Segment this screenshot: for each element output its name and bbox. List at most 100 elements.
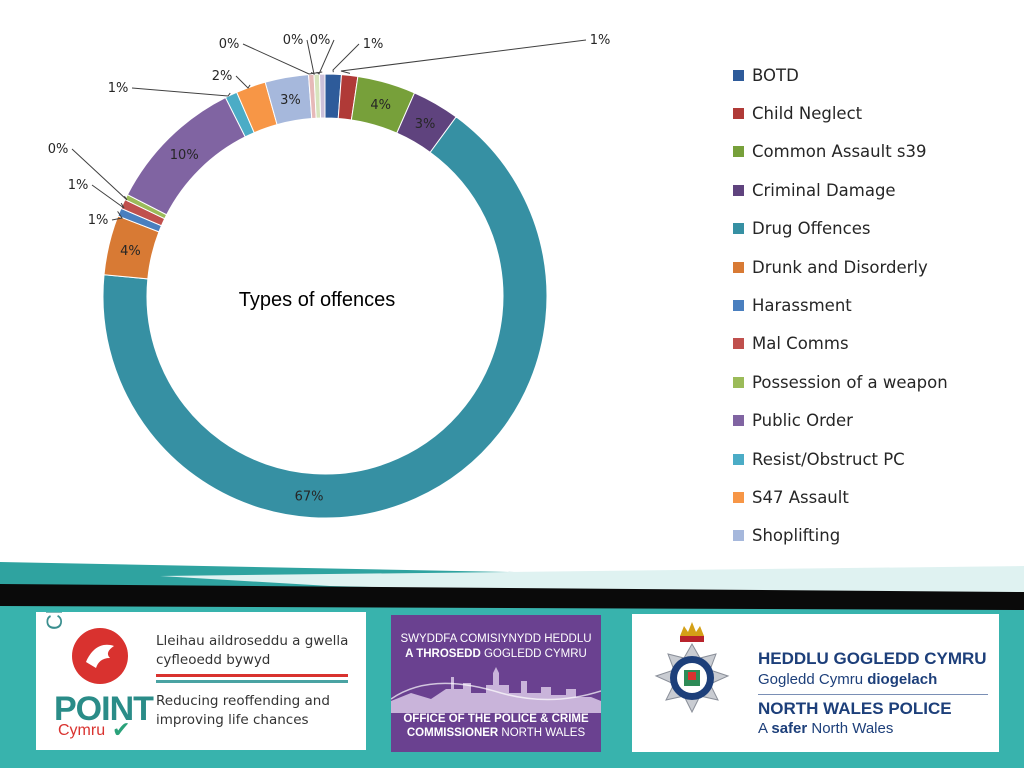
pcc-english-line2-bold: COMMISSIONER: [406, 727, 499, 739]
legend-swatch: [733, 108, 744, 120]
callout-line: [340, 39, 587, 74]
legend-label: BOTD: [752, 65, 799, 85]
police-welsh-motto-bold: diogelach: [867, 671, 938, 688]
slice-label: 67%: [295, 489, 324, 504]
legend-swatch: [733, 453, 744, 465]
doughnut-chart: 1% 1% 4% 3% 67% 4% 1% 1% 0% 10% 1% 2% 3% 0% 0% 0% Types…: [48, 33, 611, 519]
legend-item: Criminal Damage: [733, 171, 1013, 209]
legend-swatch: [733, 69, 744, 81]
slice-label: 3%: [280, 93, 301, 108]
legend-label: Criminal Damage: [752, 180, 896, 200]
slice-label: 0%: [283, 33, 304, 48]
chart-title: Types of offences: [239, 289, 395, 311]
callout-line: [131, 87, 231, 97]
police-divider: [758, 694, 988, 695]
legend-label: Mal Comms: [752, 334, 849, 354]
callout-line: [242, 43, 323, 75]
legend-label: Drug Offences: [752, 219, 871, 239]
legend-swatch: [733, 146, 744, 158]
chart-callouts: 1% 1% 4% 3% 67% 4% 1% 1% 0% 10% 1% 2% 3% 0% 0% 0%: [48, 33, 611, 504]
legend-label: Public Order: [752, 411, 853, 431]
pcc-north-wales-logo: SWYDDFA COMISIYNYDD HEDDLU A THROSEDD GO…: [391, 615, 601, 752]
police-crest-icon: [654, 622, 730, 714]
checkpoint-check-text: Check: [42, 612, 68, 630]
legend-item: Resist/Obstruct PC: [733, 440, 1013, 478]
legend-swatch: [733, 300, 744, 312]
checkpoint-emblem: [72, 628, 128, 684]
slice-other-c-: [318, 73, 326, 119]
checkpoint-cymru-text: Cymru: [58, 722, 106, 739]
slice-label: 1%: [590, 33, 611, 48]
legend-label: Common Assault s39: [752, 142, 927, 162]
checkpoint-cymru-logo: Check POINT Cymru ✔ Lleihau aildroseddu …: [36, 612, 366, 750]
legend-label: Possession of a weapon: [752, 372, 948, 392]
slice-label: 4%: [370, 98, 391, 113]
legend-item: Harassment: [733, 286, 1013, 324]
legend-swatch: [733, 223, 744, 235]
police-welsh-motto: Gogledd Cymru diogelach: [758, 671, 937, 688]
police-english-motto-plain: A: [758, 720, 772, 737]
legend-item: Public Order: [733, 402, 1013, 440]
police-welsh-name: HEDDLU GOGLEDD CYMRU: [758, 649, 987, 668]
legend-label: Drunk and Disorderly: [752, 257, 928, 277]
dragon-icon: [86, 644, 114, 668]
legend-swatch: [733, 491, 744, 503]
divider-red: [156, 674, 348, 677]
police-english-motto: A safer North Wales: [758, 720, 893, 737]
pcc-english-line1: OFFICE OF THE POLICE & CRIME: [403, 713, 589, 725]
police-welsh-motto-plain: Gogledd Cymru: [758, 671, 868, 688]
north-wales-police-logo: HEDDLU GOGLEDD CYMRU Gogledd Cymru dioge…: [632, 614, 999, 752]
callout-line: [71, 148, 128, 201]
slice-label: 0%: [48, 142, 69, 157]
pcc-english-line2: COMMISSIONER NORTH WALES: [391, 727, 601, 739]
legend-item: BOTD: [733, 56, 1013, 94]
callout-line: [235, 75, 251, 89]
legend-swatch: [733, 338, 744, 350]
pcc-english-line2-rest: NORTH WALES: [498, 727, 586, 739]
legend-label: S47 Assault: [752, 487, 849, 507]
legend-swatch: [733, 376, 744, 388]
callout-line: [111, 211, 123, 221]
legend-label: Resist/Obstruct PC: [752, 449, 905, 469]
legend-item: Shoplifting: [733, 517, 1013, 555]
chart-slices: [102, 73, 548, 519]
slice-label: 1%: [68, 178, 89, 193]
slice-label: 0%: [310, 33, 331, 48]
legend-label: Shoplifting: [752, 526, 841, 546]
chart-legend: BOTD Child Neglect Common Assault s39 Crimi…: [733, 56, 1013, 555]
legend-label: Child Neglect: [752, 104, 863, 124]
slice-label: 3%: [415, 117, 436, 132]
legend-item: S47 Assault: [733, 478, 1013, 516]
checkpoint-english-tagline: Reducing reoffending and improving life …: [156, 693, 330, 728]
legend-item: Drunk and Disorderly: [733, 248, 1013, 286]
legend-swatch: [733, 261, 744, 273]
legend-swatch: [733, 530, 744, 542]
legend-item: Drug Offences: [733, 210, 1013, 248]
police-english-name: NORTH WALES POLICE: [758, 699, 952, 718]
legend-item: Child Neglect: [733, 94, 1013, 132]
callout-line: [91, 184, 125, 209]
legend-item: Common Assault s39: [733, 133, 1013, 171]
pcc-welsh-line2: A THROSEDD GOGLEDD CYMRU: [391, 648, 601, 660]
legend-label: Harassment: [752, 296, 852, 316]
police-english-motto-bold: safer: [771, 720, 808, 737]
legend-swatch: [733, 415, 744, 427]
checkmark-icon: ✔: [112, 718, 131, 743]
legend-swatch: [733, 184, 744, 196]
slice-label: 4%: [120, 244, 141, 259]
police-english-motto-rest: North Wales: [807, 720, 894, 737]
callout-line: [306, 39, 315, 75]
legend-item: Mal Comms: [733, 325, 1013, 363]
legend-item: Possession of a weapon: [733, 363, 1013, 401]
pcc-welsh-line2-rest: GOGLEDD CYMRU: [480, 648, 587, 660]
checkpoint-point-text: POINT: [54, 690, 154, 728]
slice-label: 0%: [219, 37, 240, 52]
pcc-welsh-line2-bold: A THROSEDD: [405, 648, 481, 660]
slice-label: 1%: [88, 213, 109, 228]
checkpoint-welsh-tagline: Lleihau aildroseddu a gwella cyfleoedd b…: [156, 633, 349, 668]
pcc-welsh-line1: SWYDDFA COMISIYNYDD HEDDLU: [400, 633, 592, 645]
slice-label: 1%: [363, 37, 384, 52]
divider-teal: [156, 680, 348, 683]
slice-label: 2%: [212, 69, 233, 84]
slice-label: 1%: [108, 81, 129, 96]
